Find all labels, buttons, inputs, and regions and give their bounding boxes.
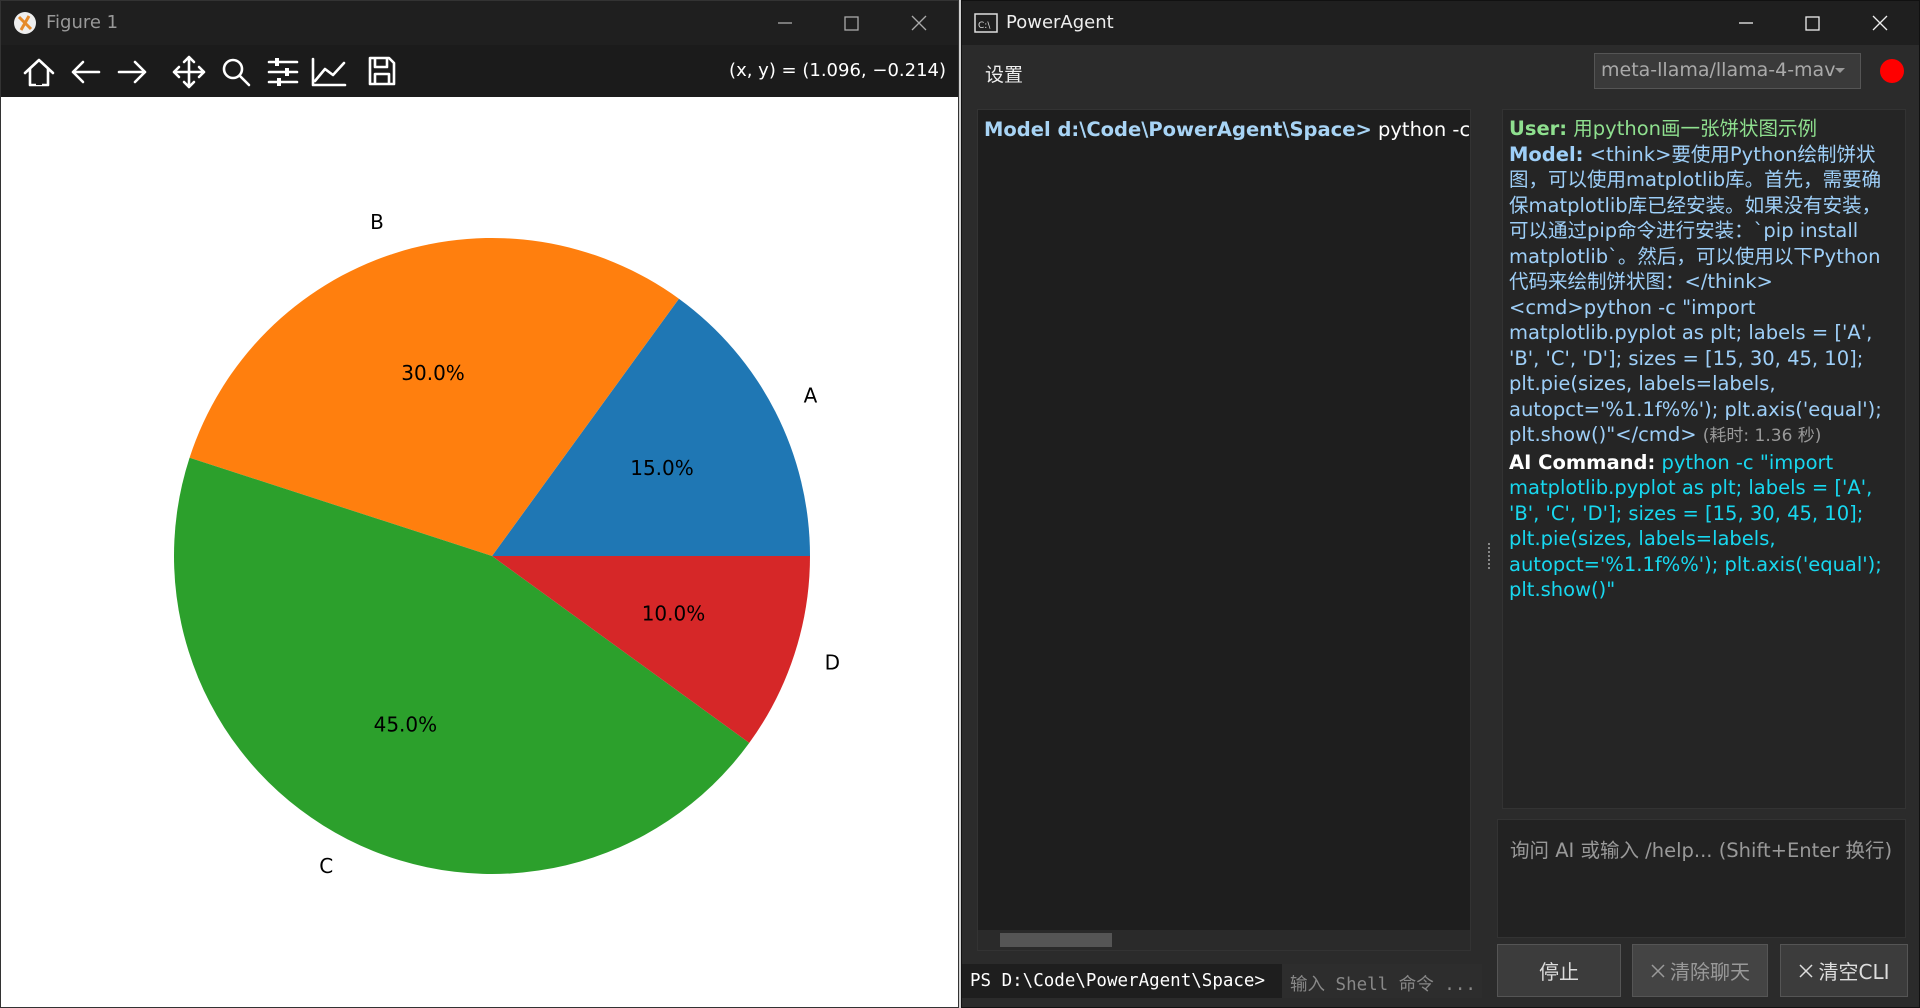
- coordinates: (x, y) = (1.096, −0.214): [729, 60, 946, 81]
- shell-placeholder: 输入 Shell 命令 ...: [1290, 975, 1476, 995]
- terminal-command: python -c "im: [1378, 118, 1471, 141]
- window-title: Figure 1: [46, 12, 119, 33]
- button-label: 停止: [1539, 960, 1579, 984]
- chat-pane: User: 用python画一张饼状图示例 Model: <think>要使用P…: [1502, 109, 1906, 809]
- x-icon: [1799, 963, 1814, 978]
- model-time: (耗时: 1.36 秒): [1702, 426, 1822, 446]
- shell-bar: PS D:\Code\PowerAgent\Space> 输入 Shell 命令…: [962, 964, 1482, 998]
- shell-input[interactable]: 输入 Shell 命令 ...: [1282, 964, 1482, 998]
- dropdown-arrow: [1835, 68, 1845, 73]
- window-controls[interactable]: [761, 11, 951, 35]
- save-icon[interactable]: [367, 55, 397, 87]
- command-message: python -c "import matplotlib.pyplot as p…: [1509, 450, 1882, 602]
- model-select[interactable]: meta-llama/llama-4-mav: [1594, 53, 1861, 89]
- pie-slice: [189, 238, 679, 556]
- pie-chart: A 15.0% B 30.0% C 45.0% D 10.0%: [174, 210, 840, 878]
- model-name: meta-llama/llama-4-mav: [1601, 59, 1836, 81]
- command-label: AI Command:: [1509, 450, 1656, 474]
- clear-cli-button[interactable]: 清空CLI: [1780, 944, 1908, 997]
- model-message: <think>要使用Python绘制饼状图，可以使用matplotlib库。首先…: [1509, 142, 1882, 447]
- clear-chat-button[interactable]: 清除聊天: [1632, 944, 1768, 997]
- app-icon: C:\: [974, 13, 998, 33]
- pie-slice: [174, 457, 750, 874]
- x-icon: [1651, 963, 1665, 978]
- title-bar: C:\ PowerAgent: [962, 1, 1919, 45]
- slice-label: A: [804, 384, 818, 408]
- button-label: 清空CLI: [1818, 960, 1890, 984]
- terminal-pane: Model d:\Code\PowerAgent\Space> python -…: [977, 109, 1471, 951]
- figure-window: Figure 1 (x, y) = (1.096, −0.214) A 15.0%…: [0, 0, 959, 1008]
- terminal-prompt: Model d:\Code\PowerAgent\Space>: [984, 118, 1372, 141]
- status-dot: [1880, 59, 1904, 83]
- button-label: 清除聊天: [1670, 960, 1750, 984]
- window-controls[interactable]: [1722, 11, 1912, 35]
- app-icon: [14, 12, 36, 34]
- toolbar-icons[interactable]: [21, 55, 351, 89]
- slice-label: D: [825, 651, 840, 675]
- title-bar: Figure 1: [1, 1, 958, 45]
- svg-text:C:\: C:\: [978, 21, 991, 31]
- shell-prompt: PS D:\Code\PowerAgent\Space>: [970, 971, 1266, 991]
- percent-label: 15.0%: [630, 456, 694, 480]
- chat-input[interactable]: 询问 AI 或输入 /help... (Shift+Enter 换行): [1497, 819, 1906, 938]
- slice-label: C: [319, 854, 333, 878]
- model-label: Model:: [1509, 142, 1584, 166]
- user-message: 用python画一张饼状图示例: [1573, 117, 1818, 140]
- input-placeholder: 询问 AI 或输入 /help... (Shift+Enter 换行): [1510, 839, 1893, 862]
- menu-settings[interactable]: 设置: [985, 64, 1024, 86]
- chat-log: User: 用python画一张饼状图示例 Model: <think>要使用P…: [1509, 116, 1899, 603]
- h-scrollbar[interactable]: [978, 930, 1470, 950]
- pie-slice: [492, 298, 810, 556]
- toolbar: (x, y) = (1.096, −0.214): [1, 45, 958, 97]
- stop-button[interactable]: 停止: [1497, 944, 1621, 997]
- user-label: User:: [1509, 117, 1568, 140]
- slice-label: B: [370, 210, 384, 234]
- percent-label: 30.0%: [401, 361, 465, 385]
- percent-label: 10.0%: [642, 601, 706, 625]
- window-title: PowerAgent: [1006, 12, 1114, 33]
- splitter-grip[interactable]: [1486, 541, 1492, 571]
- pie-slice: [492, 556, 810, 743]
- app-window: C:\ PowerAgent 设置 meta-llama/llama-4-mav…: [961, 0, 1920, 1008]
- percent-label: 45.0%: [374, 713, 438, 737]
